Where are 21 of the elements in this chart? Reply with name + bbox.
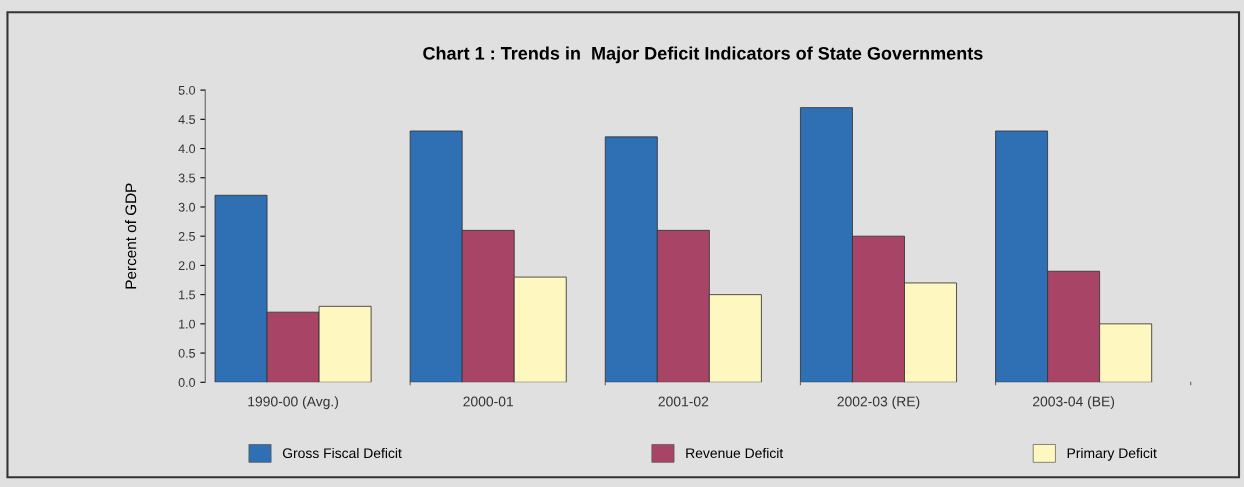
x-tick-label: 1990-00 (Avg.) [248, 396, 339, 410]
y-axis-title: Percent of GDP [125, 183, 137, 289]
x-tick-label: 2000-01 [463, 396, 514, 407]
x-tick-label: 2002-03 (RE) [837, 396, 920, 410]
y-tick-label: 1.0 [179, 319, 196, 329]
x-tick-label: 2003-04 (BE) [1033, 396, 1115, 410]
y-tick-label: 0.0 [178, 378, 196, 387]
y-tick-label: 3.5 [178, 173, 196, 183]
y-tick-label: 1.5 [179, 290, 196, 300]
y-tick-label: 3.0 [178, 202, 196, 212]
legend-label: Gross Fiscal Deficit [282, 447, 402, 459]
y-tick-label: 2.0 [178, 261, 196, 271]
y-tick-label: 2.5 [178, 232, 196, 241]
chart-title: Chart 1 : Trends in Major Deficit Indicators of State Governments [423, 46, 983, 64]
legend-label: Revenue Deficit [686, 447, 784, 459]
y-tick-label: 4.5 [178, 115, 196, 124]
y-tick-label: 0.5 [178, 348, 196, 358]
legend-label: Primary Deficit [1067, 447, 1157, 461]
y-tick-label: 4.0 [178, 144, 196, 154]
y-tick-label: 5.0 [178, 85, 196, 95]
x-tick-label: 2001-02 [658, 396, 709, 407]
